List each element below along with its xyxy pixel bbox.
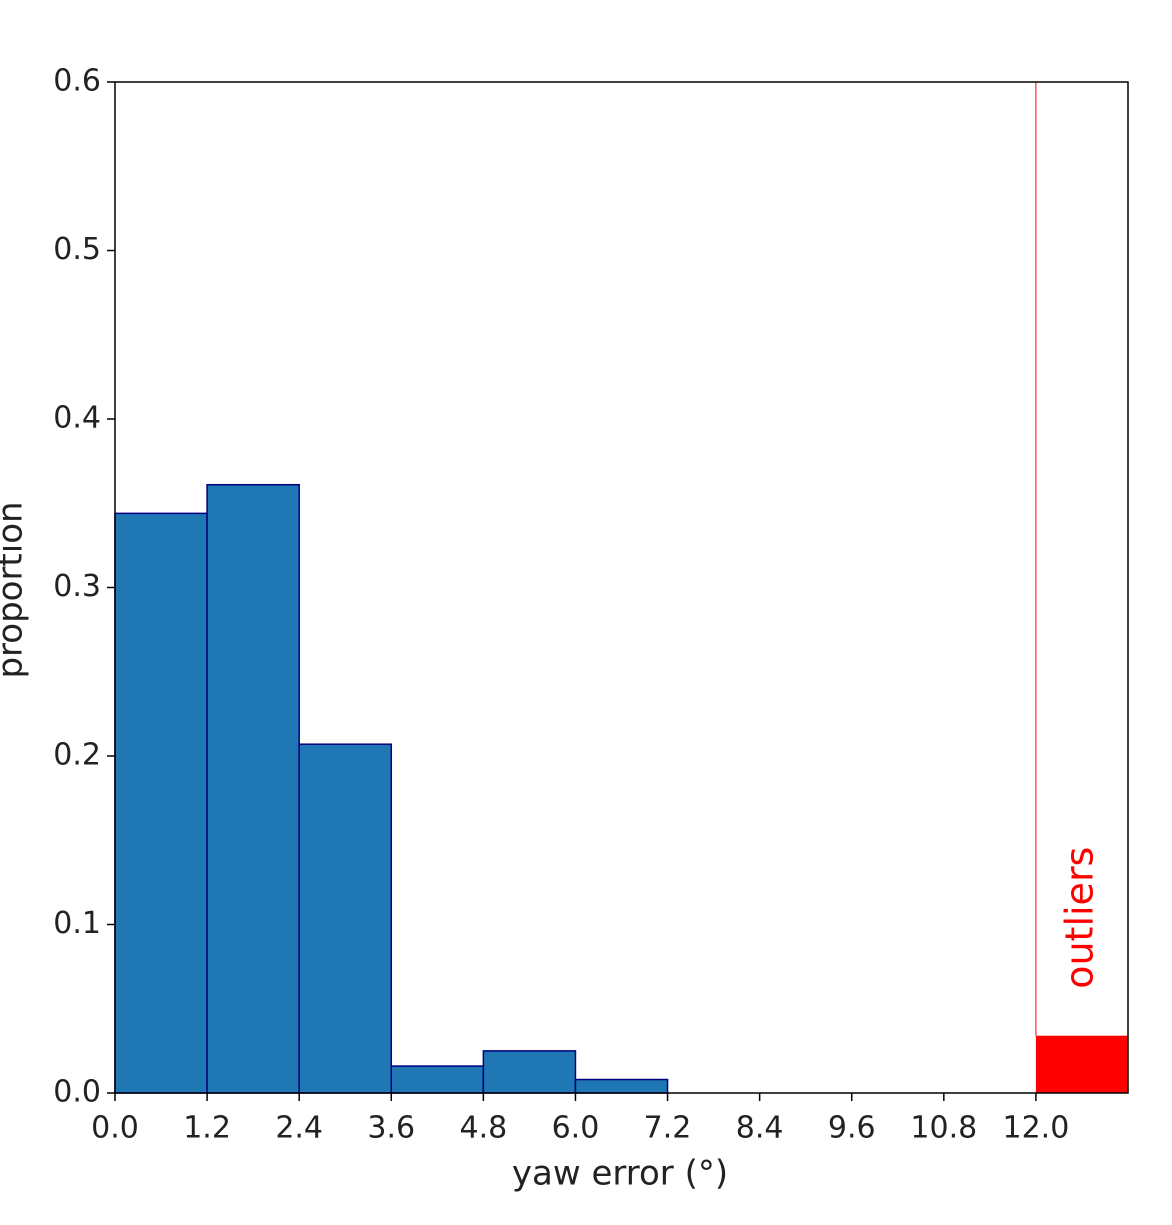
x-tick-label: 3.6 bbox=[367, 1111, 415, 1146]
y-tick-label: 0.6 bbox=[53, 64, 101, 99]
y-tick-label: 0.5 bbox=[53, 232, 101, 267]
x-tick-label: 4.8 bbox=[460, 1111, 508, 1146]
y-tick-label: 0.0 bbox=[53, 1075, 101, 1110]
y-tick-label: 0.1 bbox=[53, 906, 101, 941]
outlier-label: outliers bbox=[1057, 847, 1101, 989]
x-tick-label: 2.4 bbox=[275, 1111, 323, 1146]
x-tick-label: 12.0 bbox=[1003, 1111, 1070, 1146]
y-axis-label: proportion bbox=[0, 501, 31, 678]
x-tick-label: 10.8 bbox=[910, 1111, 977, 1146]
x-tick-label: 6.0 bbox=[552, 1111, 600, 1146]
x-tick-label: 9.6 bbox=[828, 1111, 876, 1146]
x-tick-label: 1.2 bbox=[183, 1111, 231, 1146]
bar bbox=[482, 1050, 577, 1094]
x-tick-label: 8.4 bbox=[736, 1111, 784, 1146]
outlier-bar bbox=[1035, 1035, 1128, 1093]
bar bbox=[390, 1065, 485, 1094]
bar bbox=[298, 743, 393, 1094]
bar bbox=[206, 483, 300, 1094]
x-tick-label: 0.0 bbox=[91, 1111, 139, 1146]
y-tick-label: 0.3 bbox=[53, 569, 101, 604]
y-tick-label: 0.4 bbox=[53, 401, 101, 436]
x-tick-label: 7.2 bbox=[644, 1111, 692, 1146]
bar bbox=[114, 512, 208, 1094]
y-tick-label: 0.2 bbox=[53, 738, 101, 773]
x-axis-label: yaw error (°) bbox=[512, 1154, 728, 1194]
bar bbox=[574, 1078, 669, 1094]
